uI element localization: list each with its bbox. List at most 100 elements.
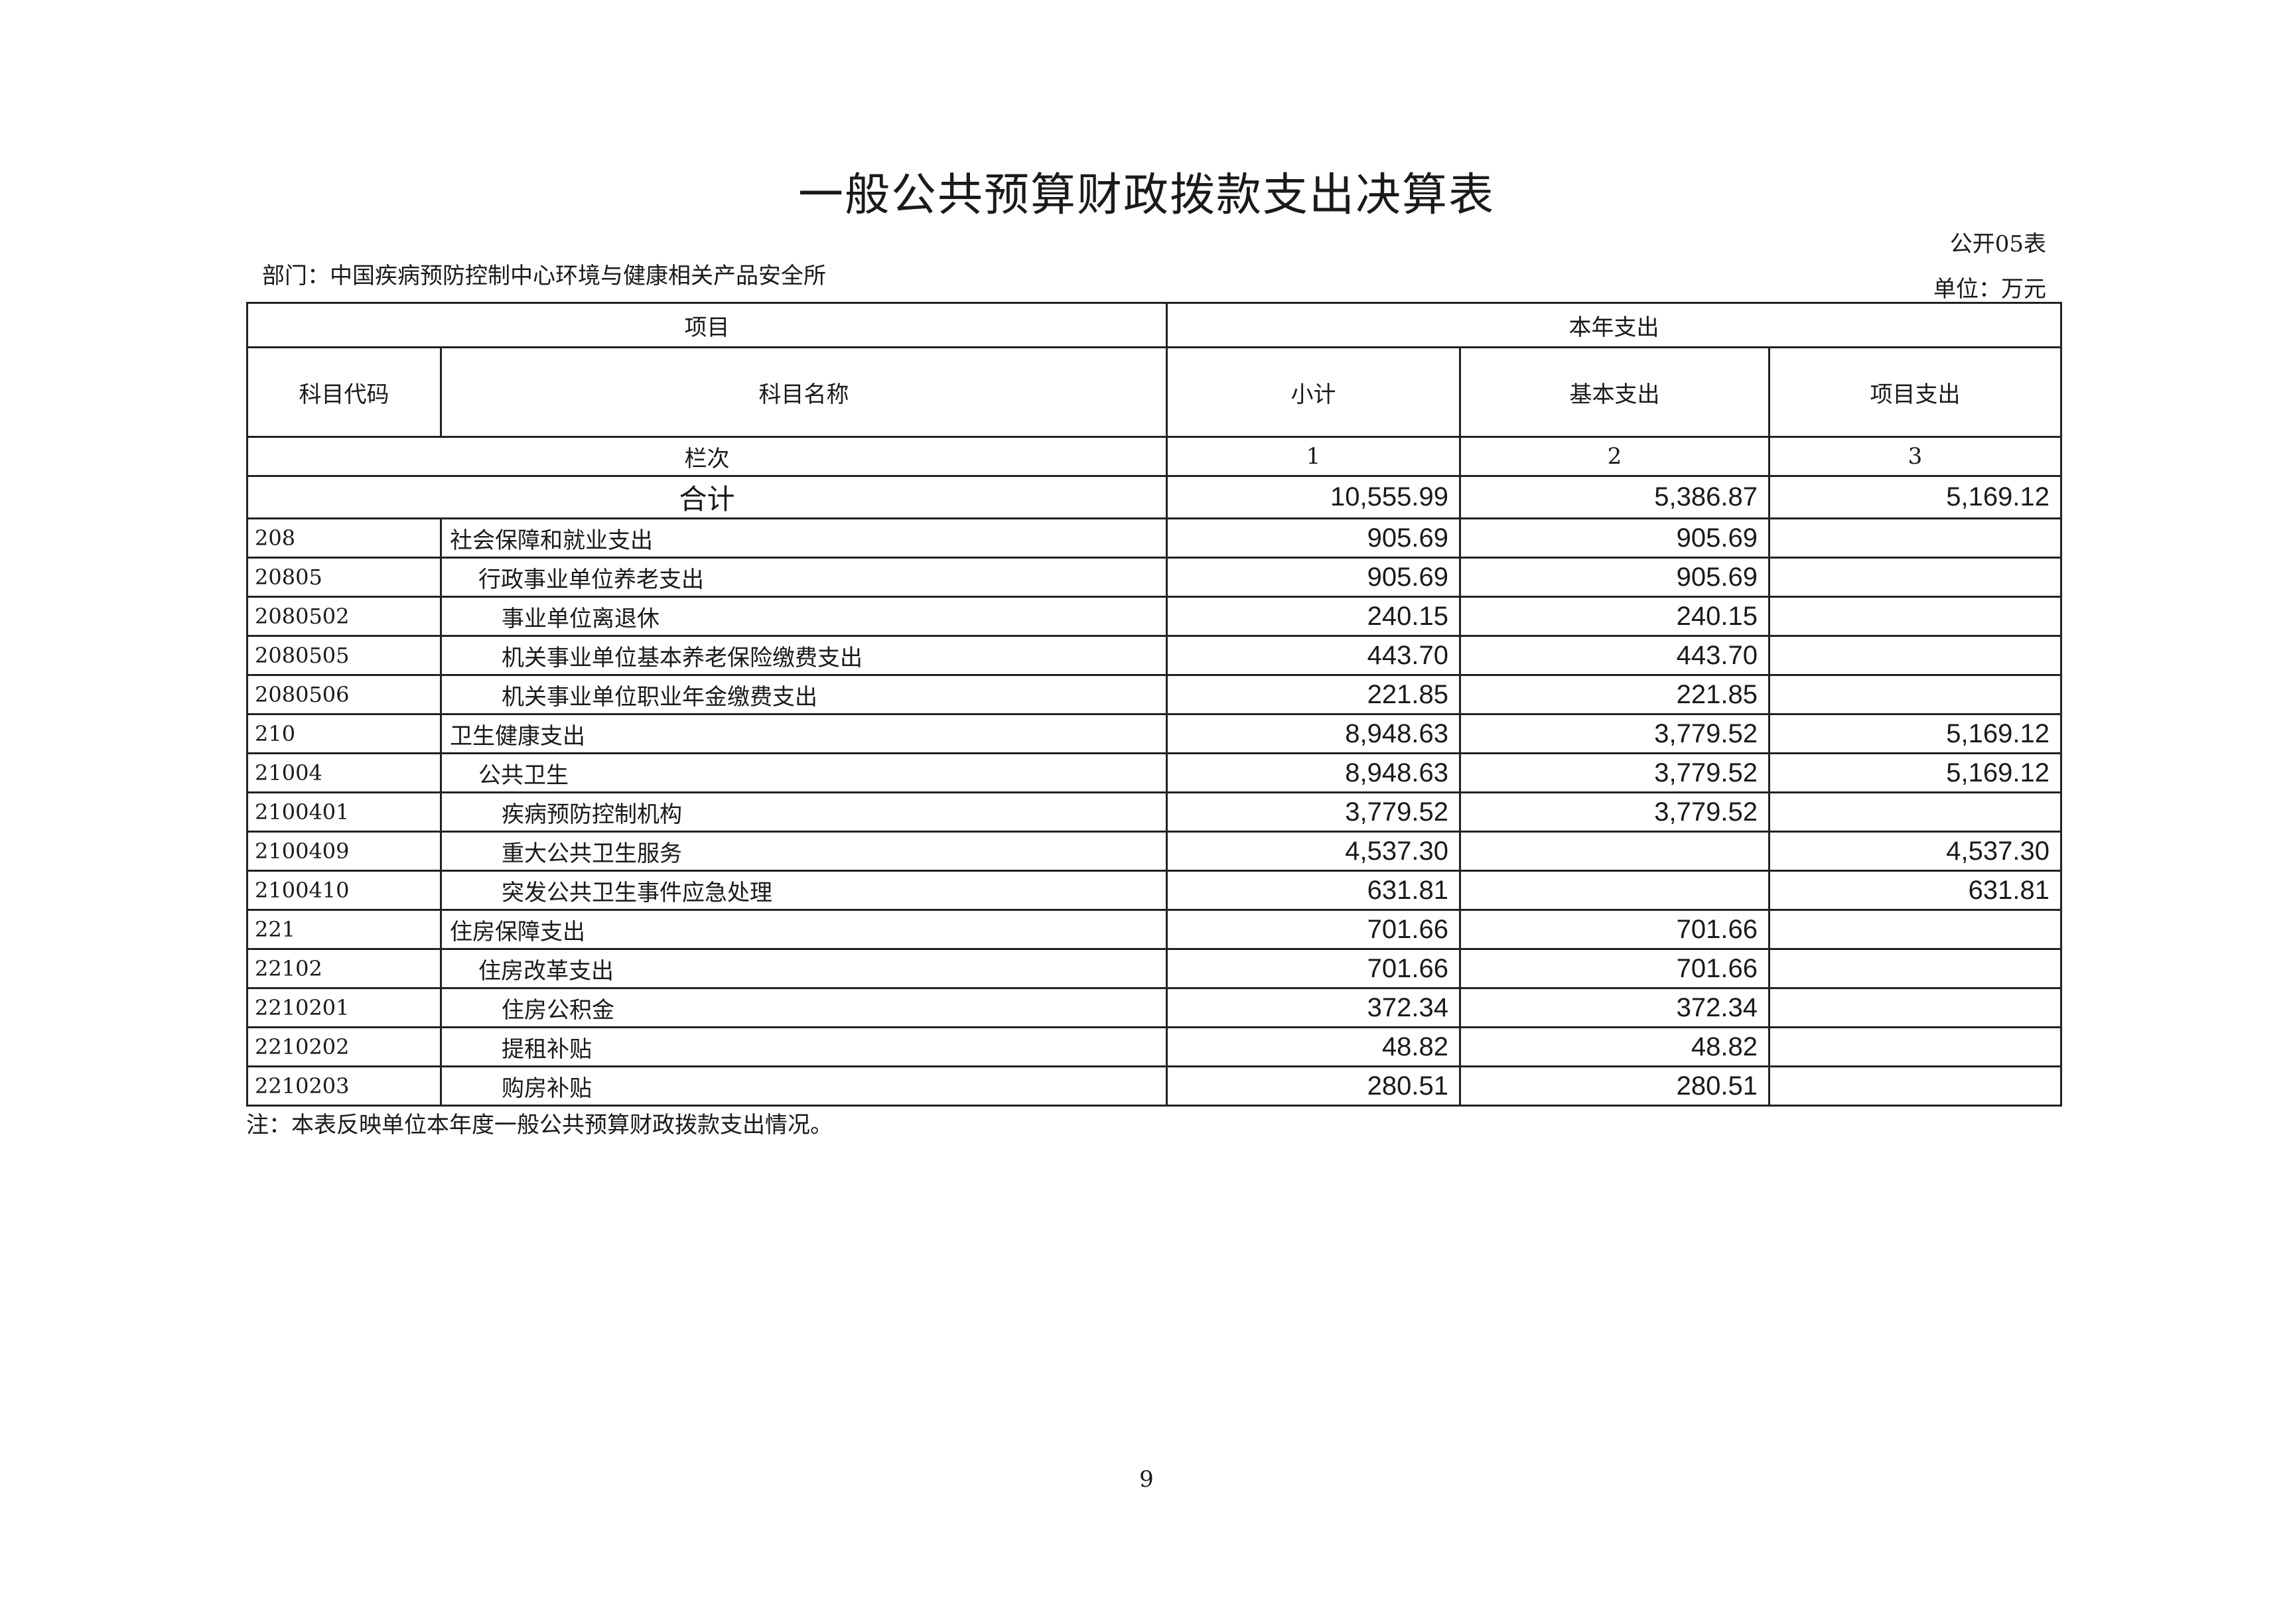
table-row: 20805 行政事业单位养老支出 905.69 905.69 xyxy=(246,557,2062,598)
subtotal-cell: 3,779.52 xyxy=(1166,791,1461,833)
footnote: 注：本表反映单位本年度一般公共预算财政拨款支出情况。 xyxy=(246,1112,833,1138)
code-cell: 2100409 xyxy=(246,831,442,872)
name-cell: 住房公积金 xyxy=(440,987,1168,1028)
table-row: 2100401 疾病预防控制机构 3,779.52 3,779.52 xyxy=(246,791,2062,833)
basic-cell: 280.51 xyxy=(1459,1065,1770,1107)
code-cell: 2080502 xyxy=(246,596,442,637)
header-basic: 基本支出 xyxy=(1459,346,1770,438)
header-code: 科目代码 xyxy=(246,346,442,438)
code-cell: 2080505 xyxy=(246,635,442,676)
table-row: 208 社会保障和就业支出 905.69 905.69 xyxy=(246,517,2062,559)
header-row-1: 项目 本年支出 xyxy=(246,302,2062,348)
project-cell: 4,537.30 xyxy=(1768,831,2062,872)
name-cell: 购房补贴 xyxy=(440,1065,1168,1107)
subtotal-cell: 701.66 xyxy=(1166,909,1461,950)
name-cell: 提租补贴 xyxy=(440,1026,1168,1067)
total-label: 合计 xyxy=(246,475,1168,519)
header-current-year: 本年支出 xyxy=(1166,302,2062,348)
name-cell: 机关事业单位基本养老保险缴费支出 xyxy=(440,635,1168,676)
subtotal-cell: 631.81 xyxy=(1166,870,1461,911)
project-cell xyxy=(1768,674,2062,715)
header-name: 科目名称 xyxy=(440,346,1168,438)
name-cell: 疾病预防控制机构 xyxy=(440,791,1168,833)
header-project: 项目支出 xyxy=(1768,346,2062,438)
code-cell: 22102 xyxy=(246,948,442,989)
name-cell: 行政事业单位养老支出 xyxy=(440,557,1168,598)
project-cell xyxy=(1768,557,2062,598)
code-cell: 20805 xyxy=(246,557,442,598)
project-cell xyxy=(1768,1065,2062,1107)
table-number: 公开05表 xyxy=(1949,231,2046,257)
project-cell: 631.81 xyxy=(1768,870,2062,911)
basic-cell: 240.15 xyxy=(1459,596,1770,637)
name-cell: 公共卫生 xyxy=(440,752,1168,793)
subtotal-cell: 701.66 xyxy=(1166,948,1461,989)
project-cell xyxy=(1768,1026,2062,1067)
project-cell xyxy=(1768,517,2062,559)
subtotal-cell: 372.34 xyxy=(1166,987,1461,1028)
basic-cell: 3,779.52 xyxy=(1459,791,1770,833)
column-index-3: 3 xyxy=(1768,436,2062,477)
total-basic: 5,386.87 xyxy=(1459,475,1770,519)
basic-cell xyxy=(1459,831,1770,872)
subtotal-cell: 8,948.63 xyxy=(1166,752,1461,793)
name-cell: 机关事业单位职业年金缴费支出 xyxy=(440,674,1168,715)
project-cell xyxy=(1768,596,2062,637)
code-cell: 208 xyxy=(246,517,442,559)
table-row: 2210203 购房补贴 280.51 280.51 xyxy=(246,1065,2062,1107)
name-cell: 住房改革支出 xyxy=(440,948,1168,989)
basic-cell xyxy=(1459,870,1770,911)
table-row: 221 住房保障支出 701.66 701.66 xyxy=(246,909,2062,950)
project-cell xyxy=(1768,948,2062,989)
header-subtotal: 小计 xyxy=(1166,346,1461,438)
unit-label: 单位：万元 xyxy=(1933,276,2046,303)
table-row: 2100410 突发公共卫生事件应急处理 631.81 631.81 xyxy=(246,870,2062,911)
column-index-label: 栏次 xyxy=(246,436,1168,477)
table-row: 2100409 重大公共卫生服务 4,537.30 4,537.30 xyxy=(246,831,2062,872)
code-cell: 2100410 xyxy=(246,870,442,911)
name-cell: 社会保障和就业支出 xyxy=(440,517,1168,559)
subtotal-cell: 240.15 xyxy=(1166,596,1461,637)
basic-cell: 905.69 xyxy=(1459,517,1770,559)
table-row: 2210202 提租补贴 48.82 48.82 xyxy=(246,1026,2062,1067)
basic-cell: 701.66 xyxy=(1459,948,1770,989)
subtotal-cell: 221.85 xyxy=(1166,674,1461,715)
basic-cell: 3,779.52 xyxy=(1459,752,1770,793)
subtotal-cell: 280.51 xyxy=(1166,1065,1461,1107)
subtotal-cell: 8,948.63 xyxy=(1166,713,1461,754)
table-row: 2080502 事业单位离退休 240.15 240.15 xyxy=(246,596,2062,637)
total-project: 5,169.12 xyxy=(1768,475,2062,519)
basic-cell: 443.70 xyxy=(1459,635,1770,676)
basic-cell: 48.82 xyxy=(1459,1026,1770,1067)
total-subtotal: 10,555.99 xyxy=(1166,475,1461,519)
subtotal-cell: 905.69 xyxy=(1166,517,1461,559)
table-row: 210 卫生健康支出 8,948.63 3,779.52 5,169.12 xyxy=(246,713,2062,754)
basic-cell: 701.66 xyxy=(1459,909,1770,950)
code-cell: 21004 xyxy=(246,752,442,793)
column-index-row: 栏次 1 2 3 xyxy=(246,436,2062,477)
name-cell: 卫生健康支出 xyxy=(440,713,1168,754)
table-row: 2210201 住房公积金 372.34 372.34 xyxy=(246,987,2062,1028)
code-cell: 210 xyxy=(246,713,442,754)
table-row: 22102 住房改革支出 701.66 701.66 xyxy=(246,948,2062,989)
page-title: 一般公共预算财政拨款支出决算表 xyxy=(798,169,1495,222)
project-cell xyxy=(1768,791,2062,833)
subtotal-cell: 905.69 xyxy=(1166,557,1461,598)
name-cell: 重大公共卫生服务 xyxy=(440,831,1168,872)
code-cell: 2210201 xyxy=(246,987,442,1028)
table-row: 2080506 机关事业单位职业年金缴费支出 221.85 221.85 xyxy=(246,674,2062,715)
table-row: 21004 公共卫生 8,948.63 3,779.52 5,169.12 xyxy=(246,752,2062,793)
name-cell: 事业单位离退休 xyxy=(440,596,1168,637)
header-item: 项目 xyxy=(246,302,1168,348)
page-number: 9 xyxy=(1139,1466,1154,1493)
code-cell: 221 xyxy=(246,909,442,950)
code-cell: 2100401 xyxy=(246,791,442,833)
project-cell: 5,169.12 xyxy=(1768,713,2062,754)
project-cell: 5,169.12 xyxy=(1768,752,2062,793)
subtotal-cell: 4,537.30 xyxy=(1166,831,1461,872)
total-row: 合计 10,555.99 5,386.87 5,169.12 xyxy=(246,475,2062,519)
code-cell: 2210202 xyxy=(246,1026,442,1067)
table-row: 2080505 机关事业单位基本养老保险缴费支出 443.70 443.70 xyxy=(246,635,2062,676)
code-cell: 2080506 xyxy=(246,674,442,715)
project-cell xyxy=(1768,987,2062,1028)
